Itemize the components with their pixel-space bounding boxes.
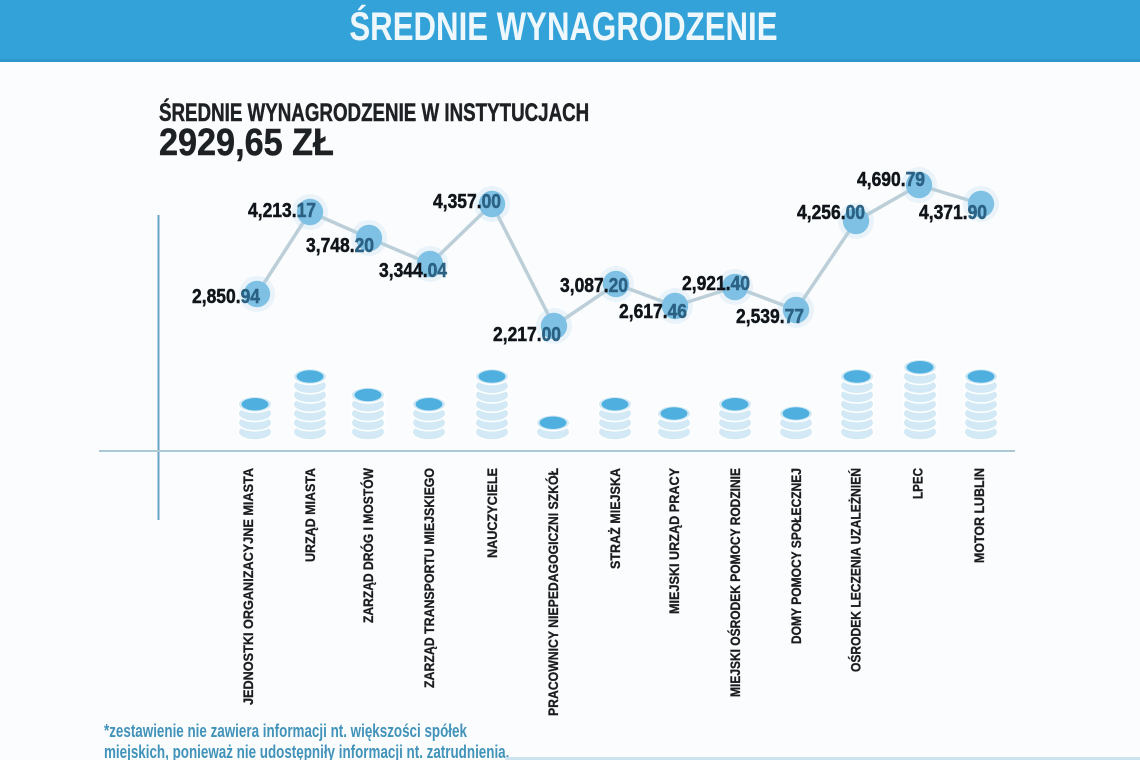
svg-text:3,344.04: 3,344.04 <box>379 260 448 282</box>
svg-text:ZARZĄD TRANSPORTU MIEJSKIEGO: ZARZĄD TRANSPORTU MIEJSKIEGO <box>421 468 437 688</box>
svg-text:MIEJSKI URZĄD PRACY: MIEJSKI URZĄD PRACY <box>666 467 682 614</box>
svg-text:DOMY POMOCY SPOŁECZNEJ: DOMY POMOCY SPOŁECZNEJ <box>788 468 804 644</box>
svg-text:LPEC: LPEC <box>910 468 926 499</box>
svg-text:2,921.40: 2,921.40 <box>682 273 750 295</box>
svg-text:2,539.77: 2,539.77 <box>736 306 804 328</box>
svg-text:NAUCZYCIELE: NAUCZYCIELE <box>484 468 500 558</box>
svg-text:4,371.90: 4,371.90 <box>919 202 987 224</box>
svg-text:4,357.00: 4,357.00 <box>433 191 501 213</box>
svg-text:2,217.00: 2,217.00 <box>493 324 561 346</box>
svg-text:STRAŻ MIEJSKA: STRAŻ MIEJSKA <box>607 468 623 569</box>
svg-text:2,617.46: 2,617.46 <box>619 301 687 323</box>
svg-text:3,087.20: 3,087.20 <box>560 275 628 297</box>
svg-text:4,256.00: 4,256.00 <box>797 202 865 224</box>
svg-text:2,850.94: 2,850.94 <box>192 286 261 308</box>
svg-text:OŚRODEK LECZENIA UZALEŻNIEŃ: OŚRODEK LECZENIA UZALEŻNIEŃ <box>847 468 864 672</box>
svg-text:JEDNOSTKI ORGANIZACYJNE MIASTA: JEDNOSTKI ORGANIZACYJNE MIASTA <box>240 468 256 705</box>
svg-text:4,213.17: 4,213.17 <box>248 200 316 222</box>
svg-text:4,690.79: 4,690.79 <box>857 169 925 191</box>
svg-text:ZARZĄD DRÓG I MOSTÓW: ZARZĄD DRÓG I MOSTÓW <box>359 467 376 623</box>
svg-text:MIEJSKI OŚRODEK POMOCY RODZINI: MIEJSKI OŚRODEK POMOCY RODZINIE <box>726 468 743 697</box>
svg-text:URZĄD MIASTA: URZĄD MIASTA <box>302 468 318 562</box>
svg-text:MOTOR LUBLIN: MOTOR LUBLIN <box>971 468 987 563</box>
svg-text:3,748.20: 3,748.20 <box>306 235 374 257</box>
svg-text:PRACOWNICY NIEPEDAGOGICZNI SZK: PRACOWNICY NIEPEDAGOGICZNI SZKÓŁ <box>544 468 561 716</box>
